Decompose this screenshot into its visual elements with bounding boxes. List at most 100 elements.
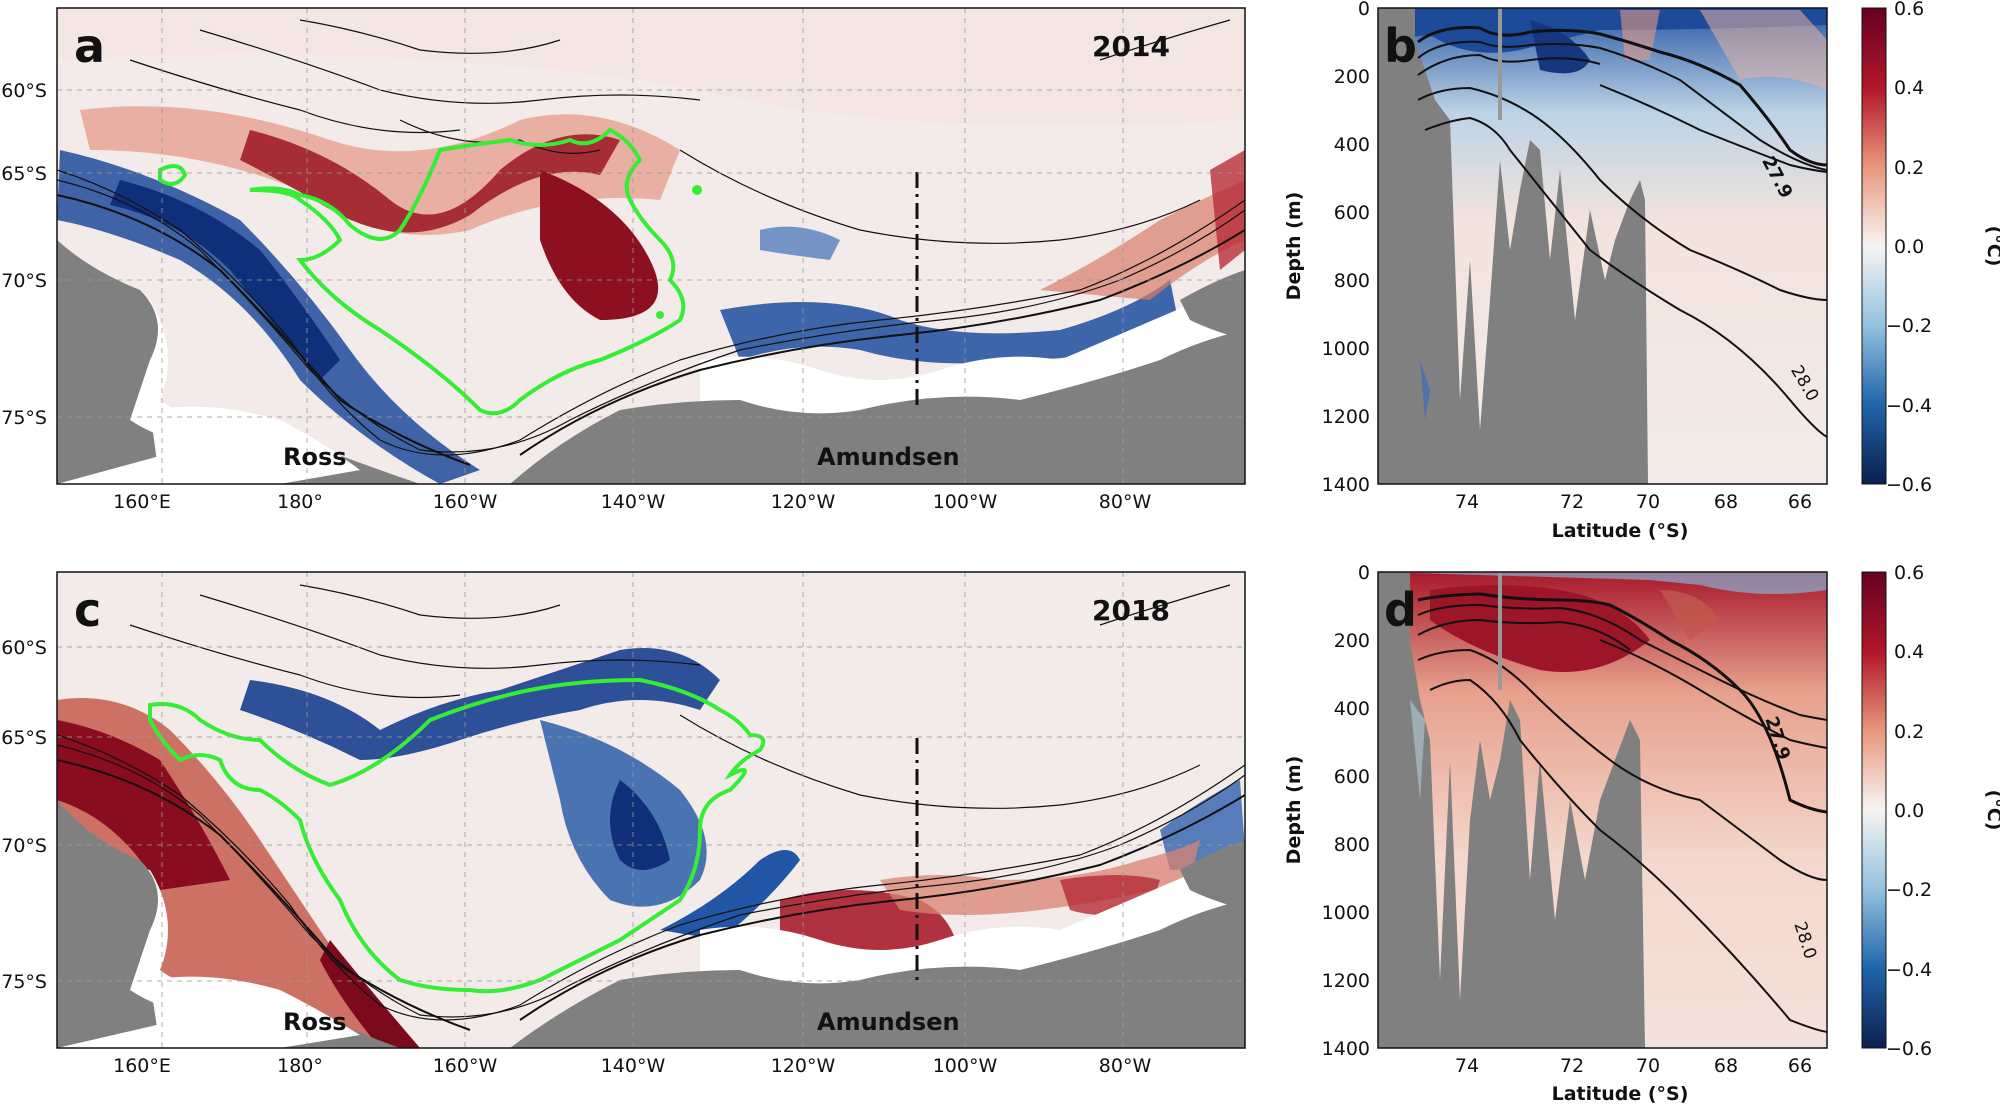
lat-ticks-d: 74 72 70 68 66 xyxy=(1455,1055,1812,1077)
green-contour-c xyxy=(148,677,766,994)
lon-tick: 140°W xyxy=(601,1055,666,1077)
green-contour-a xyxy=(249,127,686,416)
depth-tick: 1400 xyxy=(1322,1038,1370,1060)
depth-ticks-d: 0 200 400 600 800 1000 1200 1400 xyxy=(1322,562,1370,1060)
region-label-ross-a: Ross xyxy=(283,443,347,471)
colorbar-ticks-b: 0.6 0.4 0.2 0.0 −0.2 −0.4 −0.6 xyxy=(1886,0,1932,496)
section-xlabel-d: Latitude (°S) xyxy=(1552,1083,1689,1105)
depth-tick: 600 xyxy=(1334,202,1370,224)
colorbar-unit-b: (°C) xyxy=(1983,226,2000,267)
colorbar-tick: −0.2 xyxy=(1886,315,1932,337)
depth-tick: 1400 xyxy=(1322,474,1370,496)
colorbar-tick: −0.6 xyxy=(1886,1038,1932,1060)
section-lat-tick: 66 xyxy=(1788,491,1812,513)
lon-tick: 160°E xyxy=(113,491,171,513)
lon-tick: 160°E xyxy=(113,1055,171,1077)
section-lat-tick: 72 xyxy=(1560,491,1584,513)
depth-tick: 1000 xyxy=(1322,338,1370,360)
map-frame-c xyxy=(56,571,1246,1049)
depth-tick: 400 xyxy=(1334,134,1370,156)
lat-tick: 65°S xyxy=(1,727,47,749)
section-lat-tick: 72 xyxy=(1560,1055,1584,1077)
colorbar-tick: 0.6 xyxy=(1894,562,1924,584)
depth-tick: 600 xyxy=(1334,766,1370,788)
section-xlabel-b: Latitude (°S) xyxy=(1552,520,1689,542)
colorbar-tick: 0.2 xyxy=(1894,721,1924,743)
lat-tick: 75°S xyxy=(1,971,47,993)
section-ylabel-d: Depth (m) xyxy=(1283,756,1305,865)
section-frame-d xyxy=(1377,571,1828,1049)
lon-ticks-a: 160°E 180° 160°W 140°W 120°W 100°W 80°W xyxy=(113,491,1151,513)
section-panel-b: b 27.9 28.0 0 200 400 600 800 1000 1200 … xyxy=(1283,0,2000,542)
colorbar-d xyxy=(1861,571,1887,1049)
lon-tick: 80°W xyxy=(1099,1055,1152,1077)
lon-tick: 120°W xyxy=(771,1055,836,1077)
lat-tick: 65°S xyxy=(1,163,47,185)
region-label-amundsen-c: Amundsen xyxy=(817,1008,960,1036)
section-lat-tick: 68 xyxy=(1714,1055,1738,1077)
lon-ticks-c: 160°E 180° 160°W 140°W 120°W 100°W 80°W xyxy=(113,1055,1151,1077)
section-lat-tick: 70 xyxy=(1636,491,1660,513)
section-lat-tick: 74 xyxy=(1455,1055,1479,1077)
depth-tick: 200 xyxy=(1334,630,1370,652)
lat-tick: 60°S xyxy=(1,80,47,102)
colorbar-tick: 0.2 xyxy=(1894,157,1924,179)
depth-tick: 1200 xyxy=(1322,970,1370,992)
depth-tick: 400 xyxy=(1334,698,1370,720)
colorbar-tick: 0.0 xyxy=(1894,236,1924,258)
depth-ticks-b: 0 200 400 600 800 1000 1200 1400 xyxy=(1322,0,1370,496)
section-frame-b xyxy=(1377,7,1828,485)
depth-tick: 0 xyxy=(1358,562,1370,584)
lat-tick: 70°S xyxy=(1,270,47,292)
lon-tick: 160°W xyxy=(433,491,498,513)
depth-tick: 0 xyxy=(1358,0,1370,20)
map-panel-c: c 2018 Ross Amundsen 60°S 65°S 70°S 75°S… xyxy=(1,571,1246,1077)
panel-letter-d: d xyxy=(1384,583,1417,637)
colorbar-tick: 0.6 xyxy=(1894,0,1924,20)
map-panel-a: a 2014 Ross Amundsen 60°S 65°S 70°S 75°S… xyxy=(1,7,1246,513)
depth-tick: 200 xyxy=(1334,66,1370,88)
depth-tick: 1000 xyxy=(1322,902,1370,924)
year-label-c: 2018 xyxy=(1092,594,1170,627)
lat-ticks-b: 74 72 70 68 66 xyxy=(1455,491,1812,513)
colorbar-tick: 0.4 xyxy=(1894,77,1924,99)
depth-tick: 800 xyxy=(1334,270,1370,292)
colorbar-tick: 0.0 xyxy=(1894,800,1924,822)
region-label-amundsen-a: Amundsen xyxy=(817,443,960,471)
lat-tick: 75°S xyxy=(1,407,47,429)
region-label-ross-c: Ross xyxy=(283,1008,347,1036)
panel-letter-a: a xyxy=(74,19,105,73)
section-lat-tick: 68 xyxy=(1714,491,1738,513)
year-label-a: 2014 xyxy=(1092,30,1170,63)
lat-ticks-c: 60°S 65°S 70°S 75°S xyxy=(1,637,47,993)
lat-tick: 60°S xyxy=(1,637,47,659)
colorbar-unit-d: (°C) xyxy=(1983,790,2000,831)
lat-ticks-a: 60°S 65°S 70°S 75°S xyxy=(1,80,47,429)
lon-tick: 180° xyxy=(277,1055,323,1077)
lon-tick: 160°W xyxy=(433,1055,498,1077)
depth-tick: 1200 xyxy=(1322,406,1370,428)
colorbar-tick: −0.2 xyxy=(1886,879,1932,901)
section-lat-tick: 74 xyxy=(1455,491,1479,513)
colorbar-tick: 0.4 xyxy=(1894,641,1924,663)
section-panel-d: d 27.9 28.0 0 200 400 600 800 1000 1200 … xyxy=(1283,562,2000,1105)
lon-tick: 100°W xyxy=(933,491,998,513)
map-frame-a xyxy=(56,7,1246,485)
panel-letter-b: b xyxy=(1384,19,1417,73)
colorbar-tick: −0.6 xyxy=(1886,474,1932,496)
colorbar-ticks-d: 0.6 0.4 0.2 0.0 −0.2 −0.4 −0.6 xyxy=(1886,562,1932,1060)
lon-tick: 80°W xyxy=(1099,491,1152,513)
depth-tick: 800 xyxy=(1334,834,1370,856)
section-ylabel-b: Depth (m) xyxy=(1283,192,1305,301)
section-lat-tick: 70 xyxy=(1636,1055,1660,1077)
panel-letter-c: c xyxy=(74,583,101,637)
colorbar-tick: −0.4 xyxy=(1886,395,1932,417)
lon-tick: 140°W xyxy=(601,491,666,513)
lon-tick: 100°W xyxy=(933,1055,998,1077)
colorbar-b xyxy=(1861,7,1887,485)
lat-tick: 70°S xyxy=(1,835,47,857)
lon-tick: 120°W xyxy=(771,491,836,513)
section-lat-tick: 66 xyxy=(1788,1055,1812,1077)
colorbar-tick: −0.4 xyxy=(1886,959,1932,981)
